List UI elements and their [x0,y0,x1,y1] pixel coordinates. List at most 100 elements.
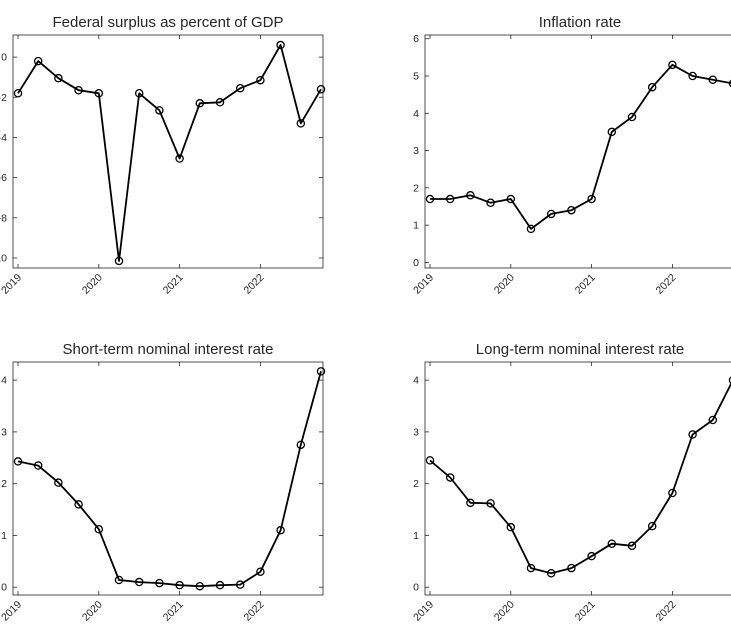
data-point [708,415,718,425]
data-point [688,71,697,81]
data-point [13,89,23,98]
y-tick-label: 3 [1,426,7,438]
axes-box [12,34,324,269]
data-point [54,73,63,83]
data-point [74,85,83,95]
data-point [506,194,516,204]
data-point [13,457,23,466]
data-point [728,79,731,88]
data-point [175,580,184,590]
x-tick-label: 2021 [573,599,598,624]
data-point [316,367,326,376]
data-point [195,581,205,591]
x-tick-label: 2022 [242,599,267,624]
data-point [587,551,596,561]
x-tick-label: 2022 [654,599,679,624]
data-point [445,473,455,482]
data-point [607,539,617,548]
x-tick-label: 2022 [654,272,679,297]
data-point [607,127,617,137]
data-point [134,89,144,98]
y-tick-label: -8 [0,212,7,224]
x-tick-label: 2020 [80,272,105,297]
data-point [425,456,435,465]
data-point [256,75,265,85]
data-point [296,440,306,450]
data-point [235,83,245,93]
chart-panel-1: Federal surplus as percent of GDP -10 -8 -6… [0,14,326,297]
x-tick-label: 2019 [0,272,24,297]
data-point [466,191,475,200]
data-point [647,521,657,531]
data-point [175,154,184,163]
x-tick-label: 2019 [411,272,436,297]
data-point [54,478,63,487]
data-point [526,224,536,234]
y-tick-label: 1 [413,220,419,232]
data-point [708,75,718,84]
y-tick-label: 4 [413,375,419,387]
axes-box [424,361,731,596]
data-point [256,567,265,576]
data-point [627,112,637,122]
data-point [668,488,677,498]
series-line [17,44,322,262]
data-point [526,563,536,573]
data-point [506,522,516,532]
data-point [647,82,657,92]
data-point [466,498,475,508]
data-point [668,60,677,70]
data-point [33,461,43,470]
data-point [195,99,205,108]
x-tick-label: 2019 [411,599,436,624]
data-point [155,578,164,588]
data-point [155,106,164,115]
x-tick-label: 2020 [80,599,105,624]
y-tick-label: 3 [413,426,419,438]
data-point [316,84,326,94]
data-point [94,524,104,534]
data-point [425,194,435,204]
data-point [215,98,225,107]
data-point [134,577,144,587]
y-tick-label: 4 [1,375,7,387]
y-tick-label: 2 [1,478,7,490]
y-tick-label: 0 [1,52,7,64]
x-tick-label: 2020 [492,272,517,297]
x-tick-label: 2021 [161,272,186,297]
data-point [587,194,596,204]
data-point [486,198,495,208]
x-tick-label: 2019 [0,599,24,624]
data-point [114,575,124,585]
chart-panel-3: Short-term nominal interest rate 0 1 2 3 4 201… [0,341,326,624]
chart-panel-2: Inflation rate 0 1 2 3 4 5 6 2019 2020 2021 2022 [411,14,731,297]
series-line [429,382,731,575]
data-point [276,526,285,535]
y-tick-label: -10 [0,252,7,264]
y-tick-label: -4 [0,132,7,144]
axes-box [12,361,324,596]
data-point [33,56,43,66]
y-tick-label: -2 [0,92,7,104]
data-point [728,376,731,384]
y-tick-label: 0 [413,257,419,269]
series-line [430,63,731,230]
y-tick-label: 1 [1,530,7,542]
data-point [688,430,697,439]
y-tick-label: 3 [413,145,419,157]
data-point [445,194,455,204]
y-tick-label: 2 [413,182,419,194]
data-point [546,569,556,578]
series-line [17,371,322,588]
data-point [74,500,83,509]
data-point [627,541,637,551]
chart-title: Inflation rate [539,14,622,31]
chart-title: Federal surplus as percent of GDP [53,14,284,31]
y-tick-label: 0 [413,582,419,594]
y-tick-label: 6 [413,33,419,45]
y-tick-label: 2 [413,478,419,490]
chart-title: Short-term nominal interest rate [63,341,274,358]
y-tick-label: 5 [413,71,419,83]
data-point [235,580,245,589]
